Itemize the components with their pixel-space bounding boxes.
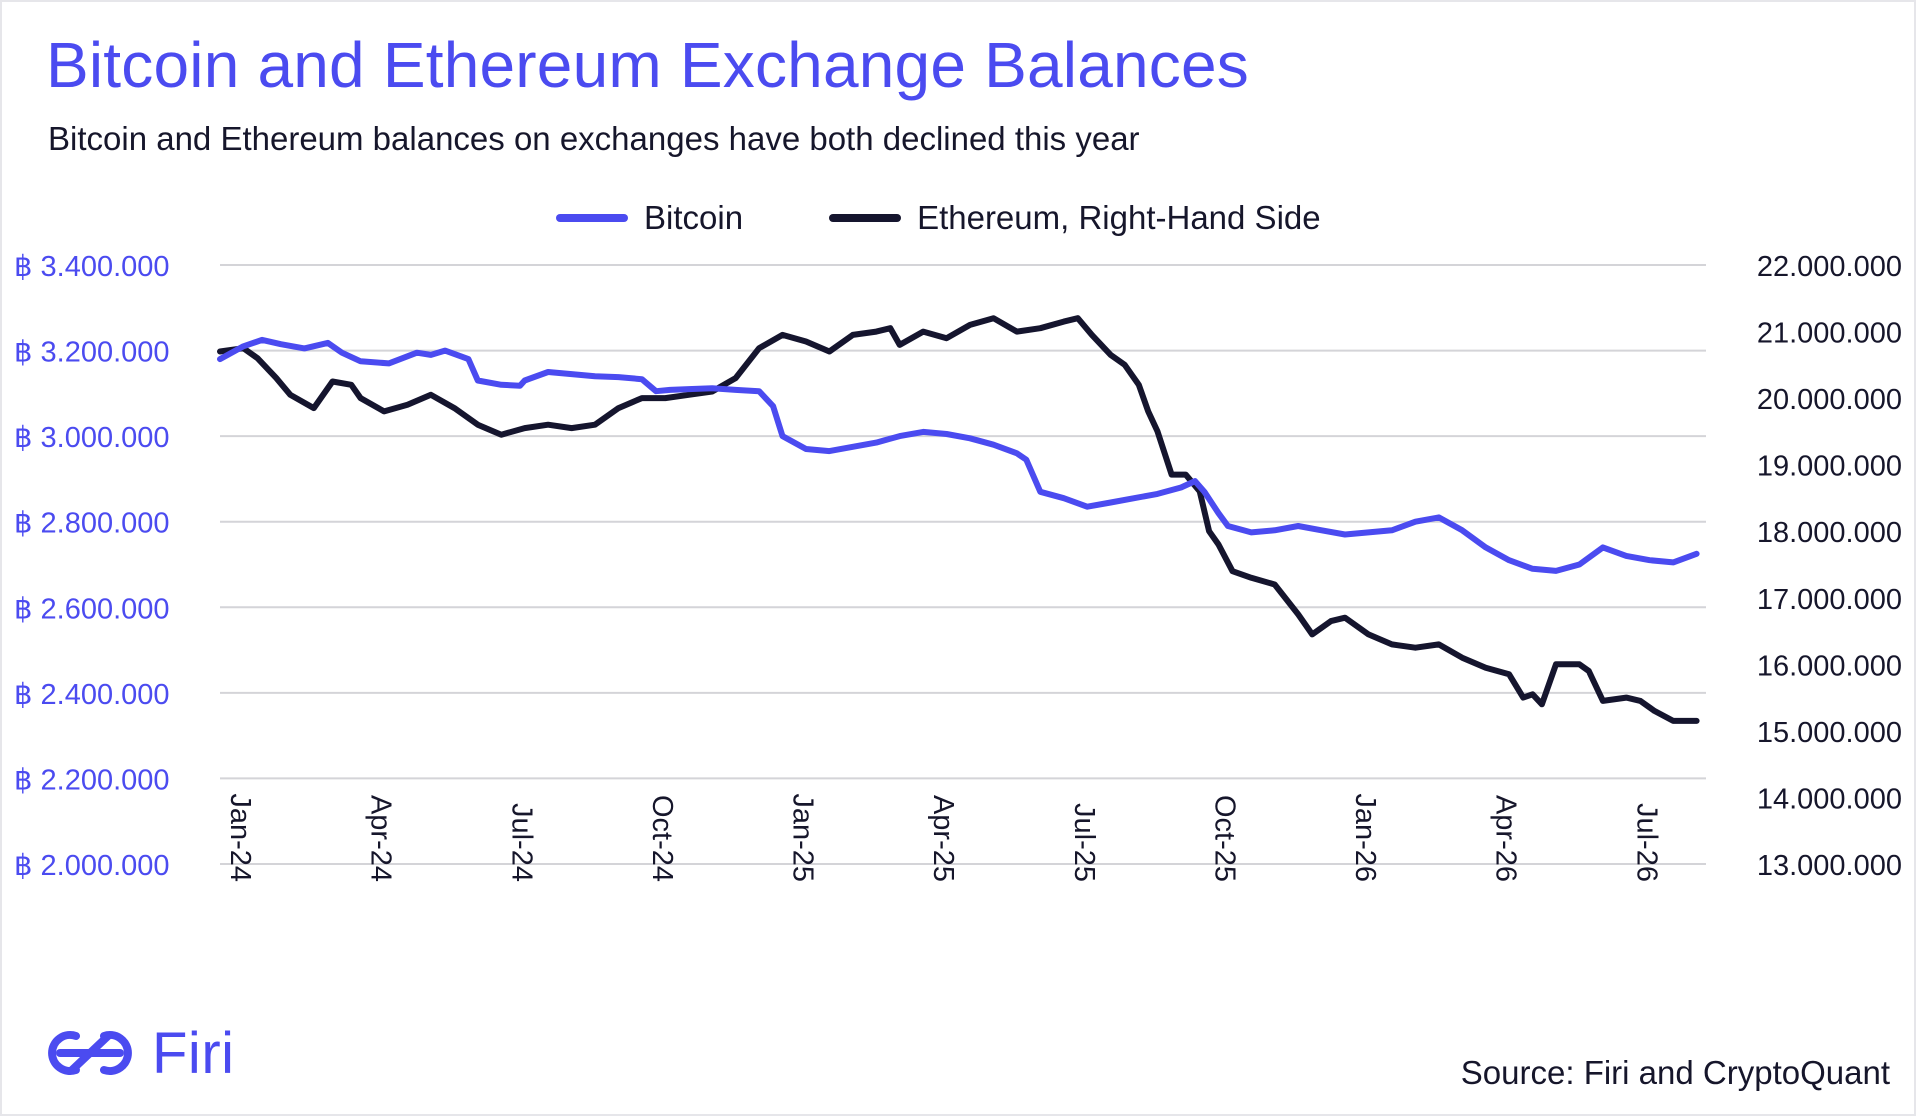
left-tick-label: ฿ 3.000.000 [14,422,170,454]
logo-text: Firi [152,1020,235,1086]
source-note: Source: Firi and CryptoQuant [1460,1054,1890,1091]
x-tick-label: Jan-25 [787,793,819,882]
legend-label-ethereum: Ethereum, Right-Hand Side [917,199,1321,236]
x-tick-label: Jan-24 [224,793,256,882]
left-tick-label: ฿ 2.800.000 [14,508,170,540]
chart-subtitle: Bitcoin and Ethereum balances on exchang… [48,120,1140,157]
left-tick-label: ฿ 3.400.000 [14,251,170,283]
right-tick-label: 13.000.000 [1757,850,1902,882]
x-tick-label: Jan-26 [1349,793,1381,882]
x-tick-label: Jul-24 [505,803,537,882]
legend-swatch-ethereum [829,214,902,222]
x-tick-label: Apr-25 [927,795,959,882]
x-tick-label: Oct-24 [646,795,678,882]
right-tick-label: 18.000.000 [1757,517,1902,549]
gridlines [220,264,1706,865]
right-tick-label: 22.000.000 [1757,251,1902,283]
x-tick-label: Jul-26 [1630,803,1662,882]
bitcoin-line [217,336,1700,574]
right-tick-label: 14.000.000 [1757,783,1902,815]
legend-label-bitcoin: Bitcoin [644,199,744,236]
x-tick-label: Oct-25 [1208,795,1240,882]
left-tick-label: ฿ 2.000.000 [14,850,170,882]
series-lines [217,315,1700,724]
right-tick-label: 19.000.000 [1757,451,1902,483]
legend-item-bitcoin: Bitcoin [556,199,743,237]
right-axis-ticks: 22.000.000 21.000.000 20.000.000 19.000.000… [1757,251,1902,882]
left-axis-ticks: ฿ 3.400.000 ฿ 3.200.000 ฿ 3.000.000 ฿ 2.800… [14,251,170,882]
right-tick-label: 15.000.000 [1757,717,1902,749]
left-tick-label: ฿ 2.600.000 [14,593,170,625]
right-tick-label: 21.000.000 [1757,318,1902,350]
left-tick-label: ฿ 2.400.000 [14,679,170,711]
legend-swatch-bitcoin [556,214,628,222]
right-tick-label: 16.000.000 [1757,650,1902,682]
right-tick-label: 20.000.000 [1757,384,1902,416]
left-tick-label: ฿ 2.200.000 [14,764,170,796]
x-axis-ticks: Jan-24 Apr-24 Jul-24 Oct-24 Jan-25 Apr-25 Jul-… [224,793,1662,882]
firi-logo-icon [48,1031,132,1075]
x-tick-label: Apr-26 [1490,795,1522,882]
x-tick-label: Jul-25 [1068,803,1100,882]
ethereum-line [217,315,1700,724]
left-tick-label: ฿ 3.200.000 [14,337,170,369]
x-tick-label: Apr-24 [365,795,397,882]
chart-title: Bitcoin and Ethereum Exchange Balances [46,29,1250,101]
right-tick-label: 17.000.000 [1757,584,1902,616]
firi-logo: Firi [38,1020,235,1086]
legend-item-ethereum: Ethereum, Right-Hand Side [829,199,1321,237]
legend: Bitcoin Ethereum, Right-Hand Side [556,196,1407,240]
